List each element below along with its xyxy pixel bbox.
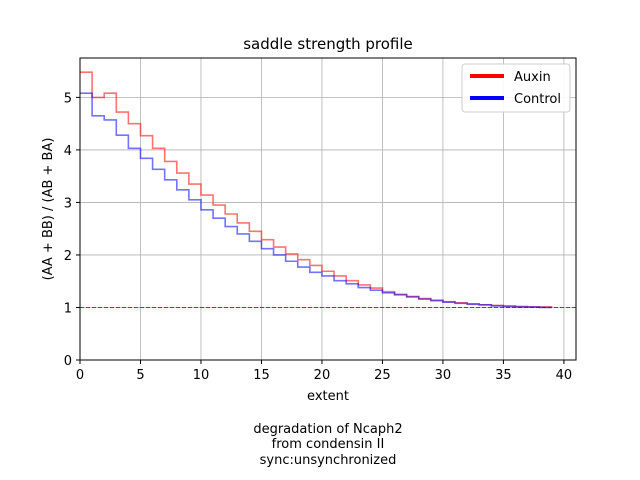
y-tick-label: 3: [64, 196, 72, 211]
series-line-control: [80, 92, 552, 309]
y-tick-label: 0: [64, 354, 72, 369]
y-tick-label: 5: [64, 91, 72, 106]
chart-title: saddle strength profile: [243, 35, 413, 53]
x-tick-label: 35: [495, 368, 512, 383]
caption-line-1: degradation of Ncaph2: [253, 422, 402, 437]
legend-label-auxin: Auxin: [514, 70, 551, 85]
x-tick-label: 0: [76, 368, 84, 383]
y-tick-label: 2: [64, 249, 72, 264]
y-tick-label: 4: [64, 144, 72, 159]
ticks: 0 5 10 15 20 25 30 35 40 0 1 2 3 4 5: [64, 91, 572, 383]
x-tick-label: 5: [136, 368, 144, 383]
series-group: [80, 71, 553, 309]
legend-label-control: Control: [514, 92, 561, 107]
legend: Auxin Control: [461, 63, 571, 113]
x-tick-label: 40: [556, 368, 573, 383]
x-tick-label: 30: [435, 368, 452, 383]
x-tick-label: 10: [193, 368, 210, 383]
caption-line-3: sync:unsynchronized: [260, 453, 397, 468]
y-axis-title: (AA + BB) / (AB + BA): [41, 138, 56, 281]
plot-frame: [79, 57, 577, 361]
y-tick-label: 1: [64, 301, 72, 316]
caption-line-2: from condensin II: [272, 437, 385, 452]
x-tick-label: 15: [253, 368, 270, 383]
x-tick-label: 25: [374, 368, 391, 383]
x-axis-title: extent: [307, 389, 349, 404]
x-tick-label: 20: [314, 368, 331, 383]
